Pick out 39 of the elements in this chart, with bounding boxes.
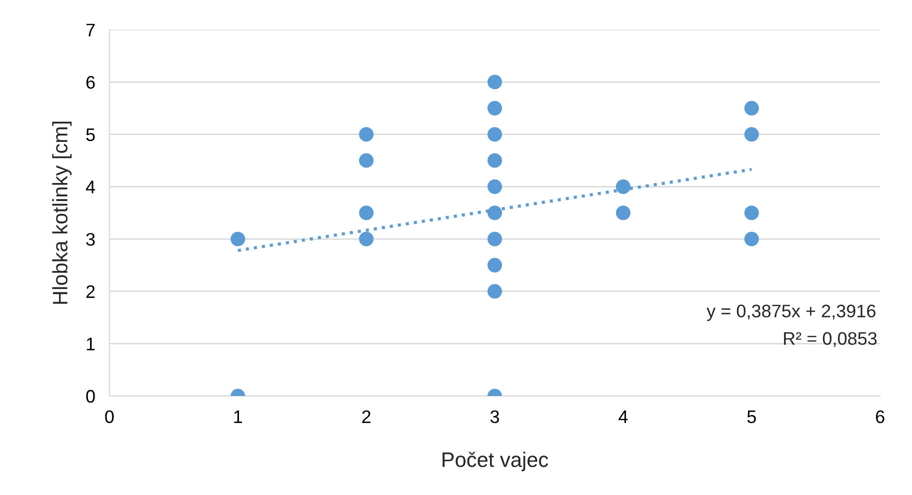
y-tick-label: 5 [86,128,95,142]
y-tick-label: 7 [86,24,95,36]
x-tick-label: 6 [876,410,884,424]
point [359,153,374,168]
point [487,284,502,299]
point [616,206,630,220]
x-tick-label: 0 [105,410,114,424]
y-tick-label: 1 [86,338,95,350]
point [744,206,759,220]
point [616,179,630,194]
x-axis-title: Počet vajec [442,452,548,472]
point [487,258,502,272]
point [359,232,374,246]
y-axis-title: Hlobka kotlinky [cm] [52,122,72,304]
point [487,206,502,220]
x-tick-label: 1 [234,410,242,423]
point [359,206,374,220]
y-tick-label: 4 [86,180,96,194]
point [487,153,502,168]
point [359,127,374,142]
x-tick-label: 4 [618,410,628,423]
y-tick-label: 6 [86,76,95,89]
point [230,232,246,246]
point [744,232,759,246]
point [487,232,502,246]
y-tick-label: 3 [86,232,95,246]
point [487,179,502,194]
y-tick-label: 2 [86,285,95,298]
x-tick-label: 3 [490,410,499,424]
point [744,127,759,142]
x-tick-label: 2 [362,410,370,423]
point [487,100,502,116]
point [487,74,502,90]
y-tick-label: 0 [86,390,95,403]
point [487,127,502,142]
annotation: y = 0,3875x + 2,3916 [706,304,876,321]
annotation: R² = 0,0853 [784,332,877,348]
point [744,100,759,116]
x-tick-label: 5 [747,410,756,424]
